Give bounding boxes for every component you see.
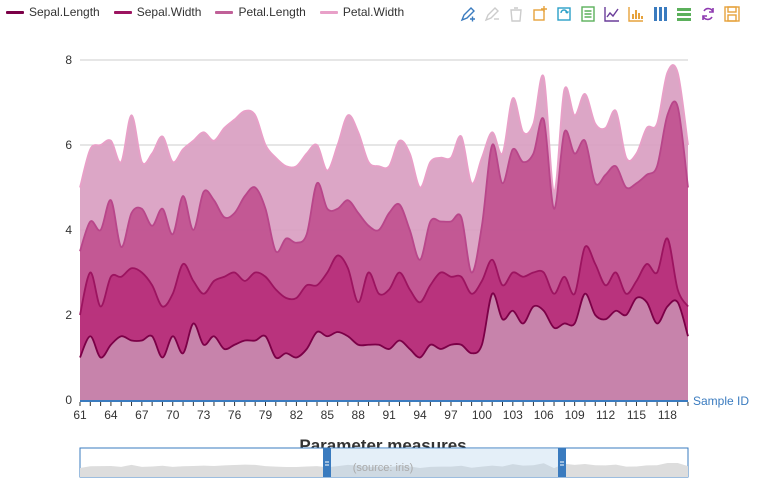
- x-tick-label: 88: [352, 408, 366, 422]
- series-areas: [80, 64, 688, 401]
- x-tick-label: 70: [166, 408, 180, 422]
- line-chart-icon[interactable]: [600, 2, 624, 26]
- stack-icon[interactable]: [648, 2, 672, 26]
- data-zoom-icon[interactable]: [456, 2, 480, 26]
- x-tick-label: 64: [104, 408, 118, 422]
- zoom-preview: [80, 463, 688, 477]
- x-tick-label: 100: [472, 408, 492, 422]
- legend-swatch: [319, 10, 338, 14]
- x-tick-label: 61: [73, 408, 87, 422]
- legend-item-sepal-width[interactable]: Sepal.Width: [113, 5, 202, 19]
- x-tick-label: 106: [534, 408, 554, 422]
- legend-label: Petal.Length: [238, 5, 306, 19]
- y-tick-label: 6: [65, 138, 72, 152]
- x-tick-label: 115: [627, 408, 646, 422]
- refresh-icon[interactable]: [696, 2, 720, 26]
- x-tick-label: 112: [596, 408, 615, 422]
- mark-line-icon[interactable]: [528, 2, 552, 26]
- line-petal-width: [79, 64, 689, 193]
- y-axis: 0 2 4 6 8: [65, 53, 72, 407]
- legend-label: Sepal.Width: [136, 5, 202, 19]
- x-tick-label: 85: [321, 408, 335, 422]
- x-tick-label: 76: [228, 408, 242, 422]
- y-tick-label: 4: [65, 223, 72, 237]
- x-axis-name: Sample ID: [693, 394, 749, 408]
- restore-icon[interactable]: [552, 2, 576, 26]
- x-tick-label: 67: [135, 408, 149, 422]
- chart-subtitle: (source: iris): [353, 462, 414, 474]
- x-tick-label: 73: [197, 408, 211, 422]
- legend-label: Sepal.Length: [29, 5, 100, 19]
- legend-swatch: [6, 10, 24, 14]
- y-tick-label: 2: [65, 308, 72, 322]
- x-tick-label: 91: [382, 408, 396, 422]
- y-tick-label: 8: [65, 53, 72, 67]
- line-sepal-width: [79, 237, 689, 316]
- legend-item-petal-length[interactable]: Petal.Length: [215, 5, 306, 19]
- data-zoom-reset-icon[interactable]: [480, 2, 504, 26]
- bar-chart-icon[interactable]: [624, 2, 648, 26]
- x-tick-label: 118: [658, 408, 677, 422]
- x-tick-label: 97: [444, 408, 458, 422]
- save-image-icon[interactable]: [720, 2, 744, 26]
- clear-mark-icon[interactable]: [504, 2, 528, 26]
- legend-label: Petal.Width: [342, 5, 405, 19]
- x-tick-label: 94: [413, 408, 427, 422]
- legend-swatch: [215, 10, 234, 14]
- x-axis: 61 64 67 70 73 76 79 82 85 88 91 94 97 100 103 106 109 11…: [73, 400, 689, 422]
- x-tick-label: 79: [259, 408, 273, 422]
- zoom-selection[interactable]: [327, 448, 562, 477]
- x-tick-label: 109: [565, 408, 585, 422]
- series-lines: [79, 64, 689, 360]
- tiled-icon[interactable]: [672, 2, 696, 26]
- x-tick-label: 103: [503, 408, 523, 422]
- area-sepal-length: [80, 293, 688, 400]
- legend-swatch: [113, 10, 132, 14]
- toolbox: [456, 2, 744, 26]
- data-view-icon[interactable]: [576, 2, 600, 26]
- line-petal-length: [79, 100, 689, 274]
- legend-item-petal-width[interactable]: Petal.Width: [319, 5, 405, 19]
- x-tick-label: 82: [290, 408, 304, 422]
- line-sepal-length: [79, 292, 689, 360]
- legend: Sepal.Length Sepal.Width Petal.Length Pe…: [6, 3, 418, 21]
- y-tick-label: 0: [65, 393, 72, 407]
- legend-item-sepal-length[interactable]: Sepal.Length: [6, 5, 100, 19]
- data-zoom-slider: [79, 447, 689, 478]
